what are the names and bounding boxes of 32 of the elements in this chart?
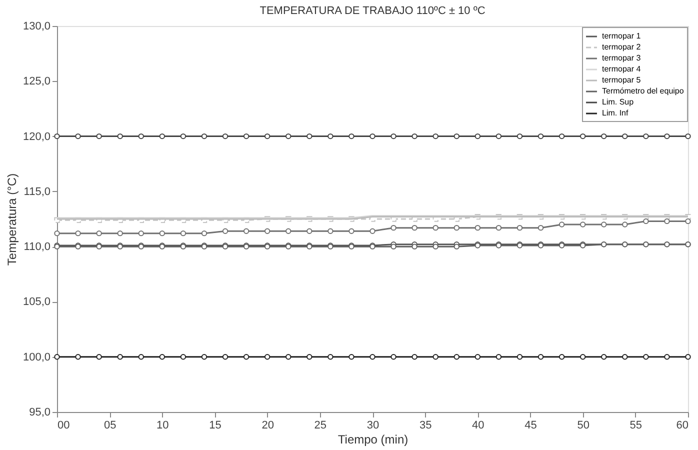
x-tick-label: 25 xyxy=(314,420,327,432)
x-tick-label: 55 xyxy=(630,420,642,432)
x-tick-label: 50 xyxy=(577,420,590,432)
x-tick-label: 35 xyxy=(419,420,432,432)
legend-label: termopar 4 xyxy=(602,64,642,74)
legend-label: termopar 3 xyxy=(602,54,642,62)
y-tick-label: 100,0 xyxy=(22,351,50,364)
x-axis-title: Tiempo (min) xyxy=(338,432,408,446)
legend-label: termopar 2 xyxy=(602,42,642,52)
legend-label: Lim. Sup xyxy=(602,98,634,106)
y-tick-label: 130,0 xyxy=(22,20,50,32)
chart-title: TEMPERATURA DE TRABAJO 110ºC ± 10 ºC xyxy=(260,5,486,17)
legend-label: termopar 5 xyxy=(602,76,642,84)
y-axis-title: Temperatura (°C) xyxy=(4,173,19,266)
legend-label: Termómetro del equipo xyxy=(602,86,684,96)
x-tick-label: 40 xyxy=(472,420,484,432)
y-tick-label: 110,0 xyxy=(24,241,50,254)
y-tick-label: 125,0 xyxy=(22,76,50,88)
y-tick-label: 105,0 xyxy=(22,296,50,308)
y-tick-label: 120,0 xyxy=(22,130,50,143)
x-tick-label: 10 xyxy=(156,420,169,432)
x-tick-label: 00 xyxy=(58,420,70,432)
x-tick-label: 30 xyxy=(366,420,380,432)
x-tick-label: 20 xyxy=(262,420,274,432)
legend-label: termopar 1 xyxy=(602,32,642,40)
legend-label: Lim. Inf xyxy=(602,108,630,118)
x-tick-label: 45 xyxy=(524,420,537,432)
x-tick-label: 05 xyxy=(104,420,116,432)
y-tick-label: 95,0 xyxy=(29,406,50,418)
x-tick-label: 60 xyxy=(676,420,688,432)
x-tick-label: 15 xyxy=(209,420,222,432)
y-tick-label: 115,0 xyxy=(24,186,50,198)
